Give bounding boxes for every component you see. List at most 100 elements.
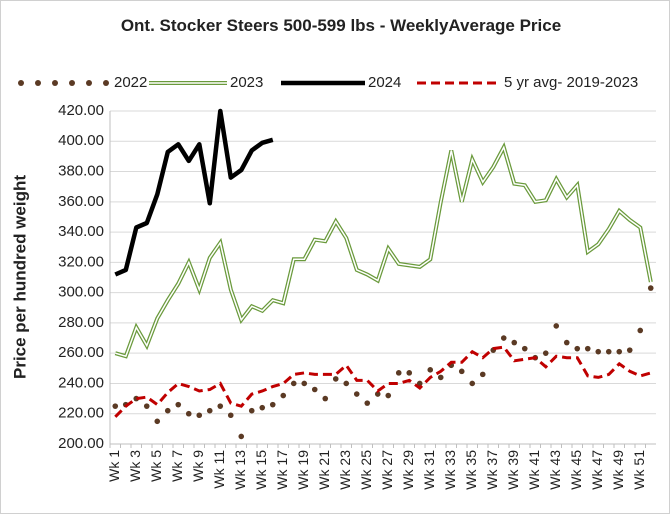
data-point (332, 376, 339, 382)
data-point (259, 404, 266, 411)
data-point (542, 350, 549, 356)
data-point (374, 391, 381, 397)
data-point (406, 370, 413, 376)
legend-swatch (86, 80, 92, 86)
data-point (280, 392, 287, 399)
x-tick-label: Wk 41 (526, 450, 542, 490)
y-tick-label: 200.00 (58, 435, 104, 452)
legend-label: 2023 (230, 74, 263, 91)
data-point (427, 367, 434, 373)
x-tick-label: Wk 43 (547, 450, 563, 490)
legend-swatch (103, 80, 109, 86)
y-tick-label: 280.00 (58, 314, 104, 331)
data-point (521, 345, 528, 352)
x-tick-label: Wk 25 (358, 450, 374, 490)
x-tick-label: Wk 17 (274, 450, 290, 490)
x-tick-label: Wk 11 (211, 450, 227, 489)
series-line (114, 345, 652, 418)
data-point (647, 285, 654, 291)
x-tick-label: Wk 5 (148, 450, 164, 482)
data-point (290, 380, 297, 387)
x-tick-label: Wk 33 (442, 450, 458, 490)
data-point (112, 403, 119, 409)
x-tick-label: Wk 1 (106, 450, 122, 482)
x-tick-label: Wk 45 (568, 450, 584, 490)
x-tick-label: Wk 3 (127, 450, 143, 482)
legend-label: 5 yr avg- 2019-2023 (504, 74, 638, 91)
legend-swatch (52, 80, 58, 86)
x-tick-label: Wk 21 (316, 450, 332, 490)
data-point (353, 391, 360, 397)
data-point (364, 400, 371, 406)
x-tick-label: Wk 13 (232, 450, 248, 490)
data-point (269, 401, 276, 408)
y-tick-label: 300.00 (58, 284, 104, 301)
series (114, 345, 652, 418)
legend-swatch (18, 80, 24, 86)
data-point (574, 345, 581, 352)
x-tick-label: Wk 23 (337, 450, 353, 490)
y-tick-label: 260.00 (58, 344, 104, 361)
data-point (238, 433, 245, 440)
y-tick-label: 380.00 (58, 163, 104, 180)
y-tick-label: 220.00 (58, 405, 104, 422)
x-tick-label: Wk 15 (253, 450, 269, 490)
chart-title: Ont. Stocker Steers 500-599 lbs - Weekly… (120, 16, 562, 35)
y-axis-label: Price per hundred weight (10, 175, 29, 379)
x-tick-label: Wk 49 (610, 450, 626, 490)
series (114, 142, 653, 359)
x-tick-label: Wk 29 (400, 450, 416, 490)
data-point (416, 380, 423, 387)
x-tick-label: Wk 9 (190, 450, 206, 482)
x-tick-label: Wk 31 (421, 450, 437, 490)
data-point (511, 339, 518, 346)
series (112, 285, 654, 440)
series (114, 108, 274, 277)
data-point (479, 371, 486, 378)
x-tick-label: Wk 27 (379, 450, 395, 490)
x-tick-label: Wk 47 (589, 450, 605, 490)
data-point (343, 380, 350, 387)
legend-label: 2024 (368, 74, 401, 91)
data-point (154, 418, 161, 425)
data-point (206, 407, 213, 414)
y-tick-label: 400.00 (58, 132, 104, 149)
data-point (595, 348, 602, 355)
data-point (196, 412, 203, 419)
y-tick-label: 360.00 (58, 193, 104, 210)
y-tick-label: 240.00 (58, 374, 104, 391)
y-tick-label: 420.00 (58, 102, 104, 119)
data-point (469, 380, 476, 387)
data-point (500, 335, 507, 341)
legend-label: 2022 (114, 74, 147, 91)
x-tick-label: Wk 51 (631, 450, 647, 490)
legend-swatch (35, 80, 41, 86)
x-tick-label: Wk 19 (295, 450, 311, 490)
data-point (143, 403, 150, 409)
legend-swatch (69, 80, 75, 86)
data-point (164, 407, 171, 414)
data-point (322, 395, 329, 402)
series-line (114, 108, 274, 277)
x-tick-label: Wk 7 (169, 450, 185, 482)
data-point (185, 410, 192, 417)
data-point (301, 380, 308, 387)
data-point (437, 374, 444, 381)
data-point (605, 348, 612, 355)
x-tick-label: Wk 35 (463, 450, 479, 490)
data-point (553, 323, 560, 329)
data-point (311, 386, 318, 393)
data-point (563, 339, 570, 346)
data-point (395, 370, 402, 376)
data-point (248, 407, 255, 414)
x-tick-label: Wk 37 (484, 450, 500, 490)
data-point (217, 403, 224, 409)
series-line (114, 142, 653, 359)
data-point (616, 348, 623, 355)
data-point (385, 392, 392, 399)
series-line-inner (115, 145, 652, 358)
data-point (175, 401, 182, 408)
data-point (458, 368, 465, 375)
data-point (626, 347, 633, 353)
